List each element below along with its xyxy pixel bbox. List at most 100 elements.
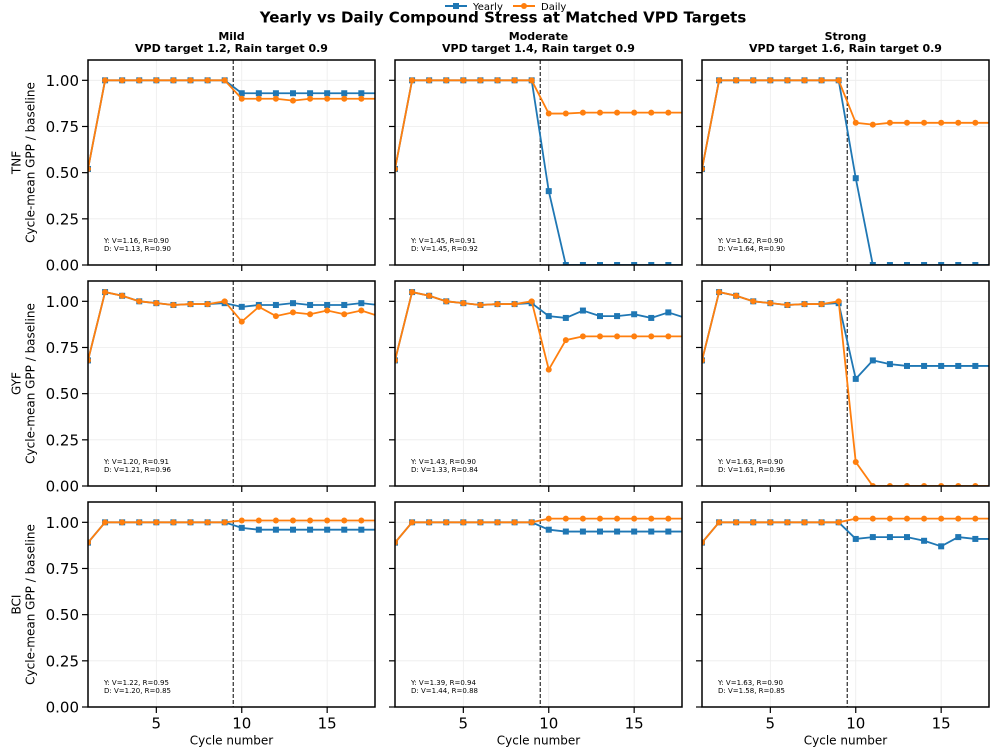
point <box>341 95 348 102</box>
point <box>955 534 962 541</box>
point <box>102 289 109 296</box>
point <box>579 262 586 265</box>
point <box>665 333 672 340</box>
point <box>921 515 928 522</box>
point <box>324 517 331 524</box>
point <box>153 300 160 307</box>
annotation: Y: V=1.62, R=0.90 <box>717 237 783 245</box>
point <box>136 298 143 305</box>
x-tick-label: 5 <box>152 715 162 733</box>
point <box>528 519 535 526</box>
y-tick-label: 0.50 <box>46 164 79 182</box>
point <box>255 526 262 533</box>
point <box>477 519 484 526</box>
point <box>818 519 825 526</box>
point <box>528 298 535 305</box>
point <box>921 362 928 369</box>
point <box>597 313 603 320</box>
point <box>358 517 365 524</box>
annotation: D: V=1.61, R=0.96 <box>718 466 786 474</box>
point <box>869 357 876 364</box>
x-tick-label: 15 <box>318 715 337 733</box>
point <box>886 361 893 368</box>
plot-area <box>395 289 682 373</box>
point <box>272 90 279 97</box>
panel: Y: V=1.62, R=0.90D: V=1.64, R=0.90 Strong… <box>696 30 990 271</box>
point <box>255 95 262 102</box>
point <box>648 109 655 116</box>
point <box>102 77 109 84</box>
point <box>290 526 296 533</box>
point <box>170 302 177 309</box>
point <box>938 515 945 522</box>
point <box>170 77 177 84</box>
point <box>562 262 569 265</box>
point <box>801 77 808 84</box>
point <box>460 77 467 84</box>
point <box>972 362 979 369</box>
point <box>119 519 126 526</box>
point <box>477 302 484 309</box>
point <box>477 77 484 84</box>
point <box>511 301 518 308</box>
y-tick-label: 0.25 <box>46 210 79 228</box>
axes-frame <box>701 59 990 266</box>
point <box>733 77 740 84</box>
point <box>767 300 774 307</box>
point <box>545 188 552 195</box>
axes-frame <box>394 280 683 487</box>
point <box>324 95 331 102</box>
y-axis-label: Cycle-mean GPP / baseline <box>24 524 38 685</box>
point <box>904 119 910 126</box>
point <box>631 109 638 116</box>
point <box>682 516 688 522</box>
point <box>443 77 450 84</box>
series-line <box>702 521 989 548</box>
point <box>904 362 910 369</box>
x-axis-label: Cycle number <box>497 734 581 748</box>
point <box>562 337 569 344</box>
point <box>801 519 808 526</box>
x-tick-label: 15 <box>625 715 644 733</box>
panel-title: Strong <box>825 30 867 43</box>
panel-subtitle: VPD target 1.2, Rain target 0.9 <box>135 42 328 55</box>
point <box>409 289 416 296</box>
point <box>972 515 979 522</box>
point <box>528 77 535 84</box>
point <box>835 77 842 84</box>
point <box>869 515 876 522</box>
point <box>358 95 365 102</box>
point <box>682 262 688 268</box>
point <box>597 109 603 116</box>
point <box>375 527 381 533</box>
plot-area <box>88 77 375 172</box>
point <box>290 97 296 104</box>
annotation: D: V=1.21, R=0.96 <box>104 466 172 474</box>
point <box>545 366 552 373</box>
point <box>272 313 279 320</box>
point <box>852 375 859 382</box>
point <box>938 262 945 265</box>
annotation: Y: V=1.43, R=0.90 <box>410 458 476 466</box>
point <box>614 528 621 535</box>
point <box>460 300 467 307</box>
point <box>886 262 893 265</box>
point <box>460 519 467 526</box>
point <box>375 517 381 523</box>
point <box>562 110 569 117</box>
point <box>938 362 945 369</box>
point <box>272 302 279 309</box>
point <box>358 526 365 533</box>
point <box>972 535 979 542</box>
y-tick-label: 1.00 <box>46 293 79 311</box>
point <box>153 77 160 84</box>
y-axis-label: Cycle-mean GPP / baseline <box>24 82 38 243</box>
x-tick-label: 10 <box>539 715 558 733</box>
point <box>716 289 723 296</box>
annotation: D: V=1.44, R=0.88 <box>411 687 478 695</box>
annotation: Y: V=1.16, R=0.90 <box>103 237 169 245</box>
point <box>307 517 314 524</box>
point <box>665 309 672 316</box>
y-tick-label: 0.75 <box>46 560 79 578</box>
point <box>852 458 859 465</box>
